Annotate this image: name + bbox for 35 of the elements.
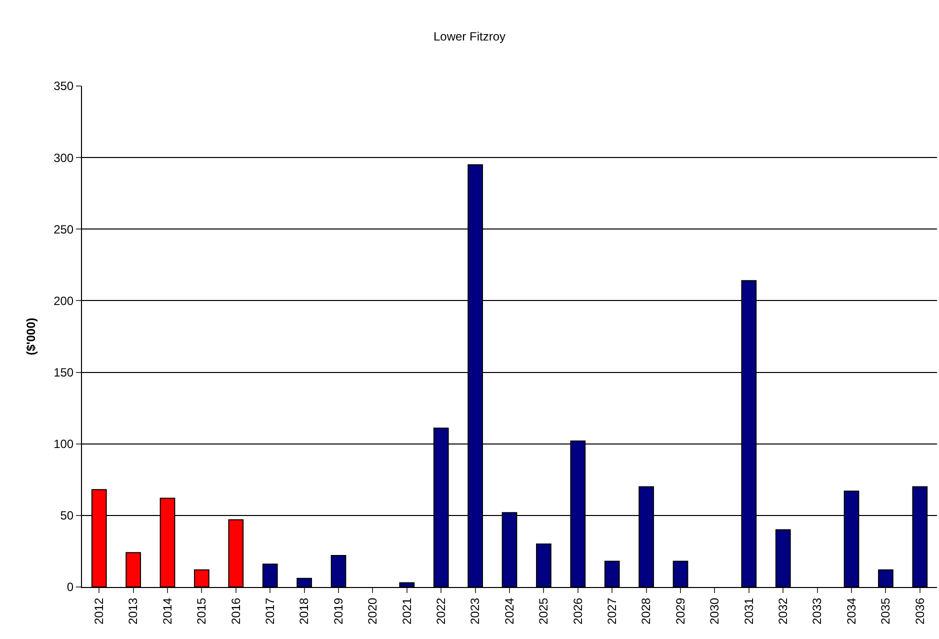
x-tick-label: 2017 xyxy=(263,597,277,625)
y-tick-label: 250 xyxy=(54,222,74,236)
x-tick-label: 2020 xyxy=(366,597,380,625)
x-tick-label: 2019 xyxy=(331,597,346,625)
x-tick-label: 2014 xyxy=(160,597,174,625)
y-tick-label: 100 xyxy=(54,437,74,452)
y-tick-label: 0 xyxy=(66,580,74,594)
y-axis-title: ($'000) xyxy=(24,318,38,356)
y-tick-label: 50 xyxy=(60,508,74,523)
x-tick-label: 2032 xyxy=(776,597,790,625)
x-tick-label: 2018 xyxy=(297,597,312,625)
x-tick-label: 2029 xyxy=(673,597,688,625)
y-tick-label: 150 xyxy=(54,365,74,380)
x-tick-label: 2021 xyxy=(400,597,414,625)
x-tick-label: 2013 xyxy=(126,597,140,625)
x-tick-label: 2012 xyxy=(92,597,106,625)
y-tick-label: 350 xyxy=(54,79,74,94)
x-tick-label: 2022 xyxy=(434,597,448,625)
x-tick-label: 2023 xyxy=(468,597,482,625)
x-tick-label: 2015 xyxy=(194,597,209,625)
x-tick-label: 2030 xyxy=(708,597,722,625)
x-tick-label: 2025 xyxy=(536,597,551,625)
x-tick-label: 2033 xyxy=(810,597,824,625)
x-tick-label: 2031 xyxy=(742,597,756,625)
x-tick-label: 2027 xyxy=(605,597,619,625)
y-tick-label: 300 xyxy=(54,150,74,165)
y-tick-label: 200 xyxy=(54,294,74,308)
chart-title: Lower Fitzroy xyxy=(433,29,506,44)
x-tick-label: 2016 xyxy=(228,597,243,625)
x-tick-label: 2036 xyxy=(912,597,927,625)
x-tick-label: 2028 xyxy=(639,597,654,625)
x-tick-label: 2026 xyxy=(570,597,585,625)
x-tick-label: 2024 xyxy=(502,597,516,625)
x-tick-label: 2034 xyxy=(844,597,858,625)
x-tick-label: 2035 xyxy=(878,597,893,625)
